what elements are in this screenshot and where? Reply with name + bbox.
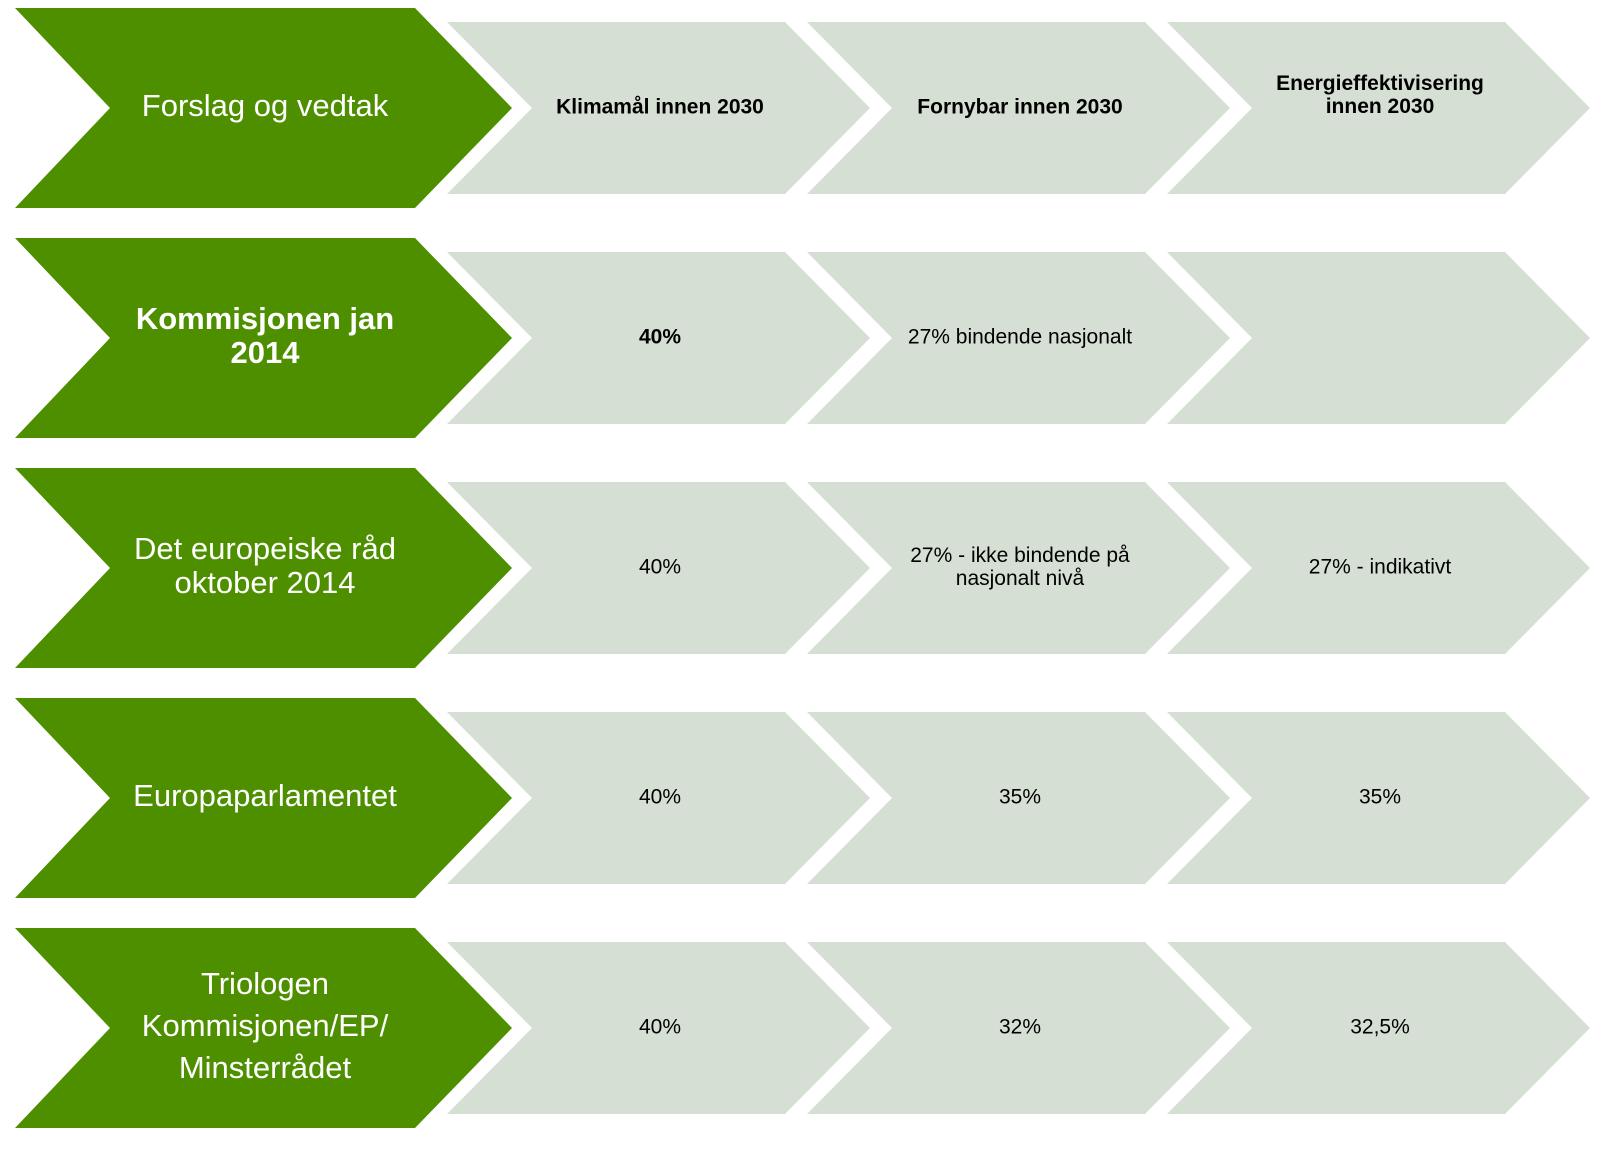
row-chevron [15,698,512,898]
cell-chevron [447,252,870,424]
cell-chevron [447,942,870,1114]
cell-text: 27% bindende nasjonalt [908,326,1132,349]
cell-text: Energieffektivisering [1276,72,1484,95]
cell-chevron [1167,712,1590,884]
cell-text: nasjonalt nivå [956,567,1085,590]
row-label: Europaparlamentet [133,778,397,813]
cell-chevron [807,22,1230,194]
cell-text: 40% [639,786,681,809]
cell-chevron [1167,22,1590,194]
cell-chevron [447,482,870,654]
cell-text: 32,5% [1350,1016,1410,1039]
cell-chevron [1167,942,1590,1114]
row-label: Forslag og vedtak [142,88,389,123]
cell-chevron [807,252,1230,424]
cell-text: 27% - ikke bindende på [910,544,1130,567]
cell-chevron [447,712,870,884]
cell-chevron [1167,482,1590,654]
cell-chevron [1167,252,1590,424]
row-chevron [15,8,512,208]
cell-text: 35% [999,786,1041,809]
row-chevron [15,468,512,668]
cell-text: 32% [999,1016,1041,1039]
cell-text: 40% [639,1016,681,1039]
row-label: 2014 [231,335,301,370]
cell-text: 40% [639,556,681,579]
row-chevron [15,238,512,438]
row-label: Minsterrådet [179,1050,352,1085]
row-label: Kommisjonen jan [136,301,394,336]
row-chevron [15,928,512,1128]
row-label: Det europeiske råd [134,531,396,566]
cell-text: Fornybar innen 2030 [917,96,1122,119]
row-label: Kommisjonen/EP/ [142,1008,389,1043]
cell-text: innen 2030 [1326,95,1435,118]
cell-text: 35% [1359,786,1401,809]
cell-chevron [807,482,1230,654]
cell-text: 27% - indikativt [1309,556,1452,579]
cell-chevron [447,22,870,194]
cell-text: Klimamål innen 2030 [556,96,764,119]
cell-chevron [807,712,1230,884]
cell-chevron [807,942,1230,1114]
row-label: Triologen [201,966,329,1001]
cell-text: 40% [639,326,681,349]
row-label: oktober 2014 [175,565,356,600]
